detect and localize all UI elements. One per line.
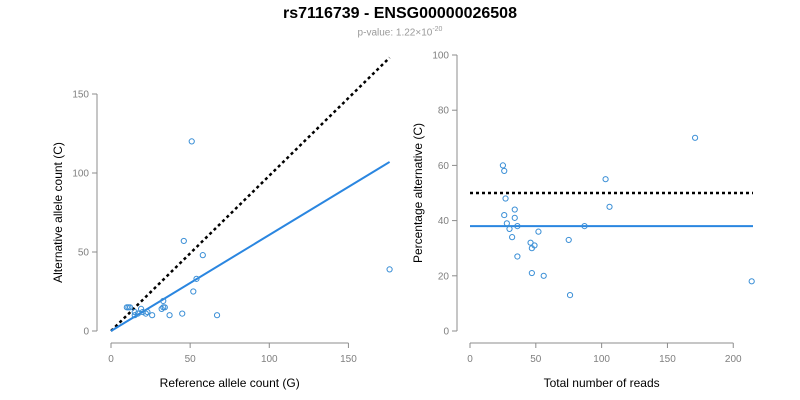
data-point (501, 211, 508, 219)
x-tick-label: 100 (261, 354, 278, 365)
data-point (501, 167, 508, 175)
data-point (691, 134, 699, 141)
y-tick-label: 0 (83, 327, 89, 338)
data-point (511, 214, 518, 221)
data-point (193, 275, 200, 282)
data-point (502, 195, 509, 202)
y-tick-label: 40 (438, 216, 450, 227)
x-tick-label: 0 (108, 354, 114, 365)
data-point (149, 312, 156, 319)
x-tick-label: 200 (725, 354, 742, 365)
x-axis-label: Reference allele count (G) (160, 376, 300, 390)
data-point (514, 253, 521, 260)
data-point (179, 310, 186, 317)
data-point (566, 292, 574, 299)
y-tick-label: 100 (72, 169, 89, 180)
x-tick-label: 100 (593, 354, 610, 365)
reference-line (110, 56, 391, 332)
data-point (188, 138, 195, 145)
data-point (540, 272, 547, 279)
pvalue-text: p-value: 1.22×10 (357, 27, 433, 39)
data-point (213, 312, 221, 319)
title-block: rs7116739 - ENSG00000026508 p-value: 1.2… (0, 4, 800, 39)
x-tick-label: 150 (659, 354, 676, 365)
chart-title: rs7116739 - ENSG00000026508 (283, 5, 517, 22)
data-point (180, 237, 187, 245)
x-tick-label: 50 (185, 354, 197, 365)
data-point (535, 228, 542, 235)
data-point (514, 223, 521, 230)
data-point (748, 278, 755, 285)
y-tick-label: 20 (438, 271, 450, 282)
data-point (528, 269, 535, 277)
data-point (602, 176, 609, 183)
data-point (126, 304, 134, 311)
data-point (503, 220, 510, 227)
data-point (158, 305, 165, 312)
y-tick-label: 50 (78, 248, 90, 259)
y-tick-label: 150 (72, 90, 89, 101)
data-point (161, 304, 168, 311)
x-axis-label: Total number of reads (544, 376, 660, 390)
y-tick-label: 0 (443, 327, 449, 338)
data-point (190, 288, 197, 295)
y-axis-label: Alternative allele count (C) (51, 142, 65, 283)
y-tick-label: 100 (432, 51, 449, 62)
data-point (581, 223, 588, 230)
data-point (565, 236, 572, 244)
data-point (131, 312, 138, 319)
data-point (144, 308, 151, 316)
left-scatter-panel: 0 50 100 150 0 50 100 150 Reference allele count… (51, 56, 393, 390)
data-point (142, 310, 149, 317)
fit-line (110, 161, 391, 332)
data-point (386, 266, 393, 273)
x-tick-label: 50 (530, 354, 542, 365)
x-tick-label: 0 (467, 354, 473, 365)
data-point (531, 242, 538, 249)
pvalue-exponent: -20 (432, 26, 443, 33)
data-point (166, 312, 173, 319)
y-tick-label: 60 (438, 161, 450, 172)
right-scatter-panel: 0 50 100 150 200 0 20 40 60 80 100 Total number of … (411, 51, 755, 390)
y-tick-label: 80 (438, 106, 450, 117)
data-point (137, 305, 145, 312)
x-tick-label: 150 (340, 354, 357, 365)
pvalue-subtitle: p-value: 1.22×10-20 (0, 24, 800, 39)
data-point (606, 203, 613, 210)
data-point (131, 308, 138, 316)
data-point (160, 297, 167, 305)
data-point (509, 234, 516, 241)
data-point (511, 206, 518, 213)
y-axis-label: Percentage alternative (C) (411, 123, 425, 263)
data-point (506, 225, 513, 232)
data-point (199, 252, 206, 259)
data-point (499, 162, 507, 169)
